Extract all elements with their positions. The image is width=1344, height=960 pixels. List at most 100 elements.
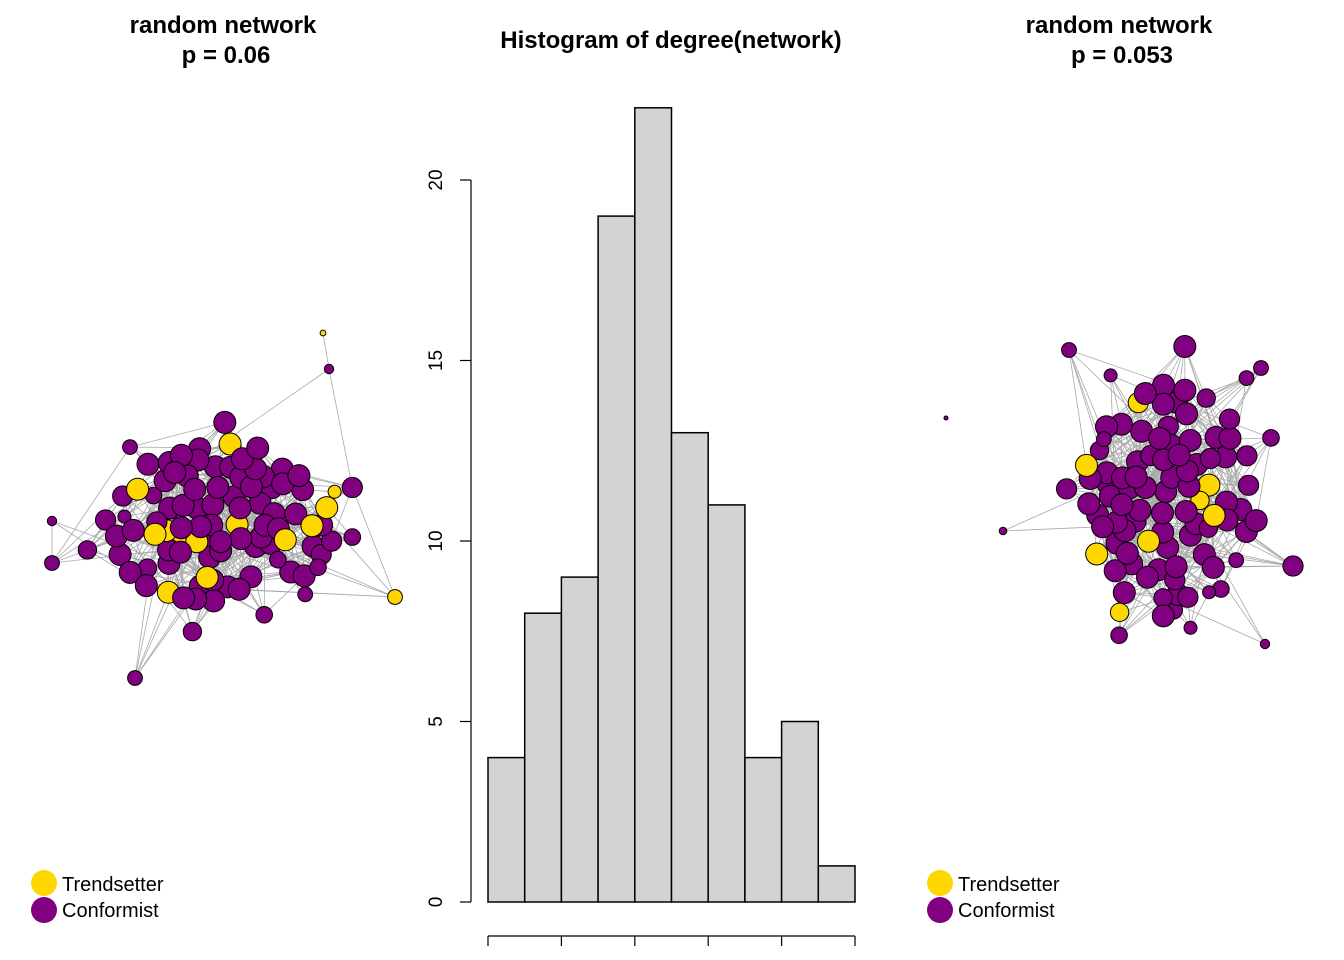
histogram-bar bbox=[560, 576, 599, 903]
conformist-node bbox=[1110, 626, 1128, 645]
right-network-panel: random network p = 0.053 Trendsetter Con… bbox=[927, 12, 1304, 923]
network-edge bbox=[1002, 526, 1103, 532]
conformist-node bbox=[172, 586, 196, 610]
conformist-node bbox=[228, 496, 252, 520]
histogram-y-tick-label: 15 bbox=[426, 350, 447, 371]
conformist-node bbox=[309, 558, 327, 577]
histogram-bar bbox=[744, 756, 783, 903]
histogram-title: Histogram of degree(network) bbox=[500, 27, 841, 54]
trendsetter-node bbox=[315, 496, 339, 520]
conformist-node bbox=[189, 515, 213, 539]
conformist-node bbox=[1175, 402, 1198, 426]
conformist-node bbox=[284, 502, 308, 526]
histogram-bar bbox=[597, 215, 636, 903]
conformist-node bbox=[1244, 509, 1268, 533]
conformist-node bbox=[1167, 443, 1191, 467]
conformist-node bbox=[95, 509, 117, 531]
network-edge bbox=[134, 592, 169, 679]
histogram-bar bbox=[670, 431, 709, 903]
conformist-node bbox=[1174, 500, 1198, 523]
network-edge bbox=[328, 368, 353, 488]
conformist-node bbox=[343, 528, 362, 546]
network-edge bbox=[51, 446, 131, 564]
conformist-node bbox=[1077, 492, 1101, 516]
conformist-node bbox=[1183, 620, 1198, 635]
legend-trendsetter-label: Trendsetter bbox=[62, 874, 164, 896]
conformist-node bbox=[1236, 445, 1258, 467]
network-edge bbox=[1204, 554, 1294, 567]
histogram-bar bbox=[817, 865, 856, 903]
conformist-node bbox=[998, 526, 1008, 536]
conformist-node bbox=[1173, 378, 1197, 402]
conformist-node bbox=[323, 363, 335, 375]
trendsetter-node bbox=[273, 528, 297, 552]
conformist-node bbox=[287, 464, 311, 488]
histogram-y-ticks: 0 5 10 15 20 bbox=[426, 169, 471, 907]
conformist-node bbox=[169, 516, 193, 540]
conformist-node bbox=[183, 477, 207, 501]
conformist-node bbox=[168, 540, 192, 564]
conformist-node bbox=[117, 509, 132, 524]
conformist-node bbox=[1096, 431, 1112, 448]
conformist-node bbox=[341, 476, 363, 499]
conformist-node bbox=[1262, 429, 1280, 447]
left-title-line2: p = 0.06 bbox=[182, 42, 271, 69]
conformist-node bbox=[1201, 555, 1225, 579]
trendsetter-node bbox=[1109, 602, 1130, 622]
trendsetter-node bbox=[126, 477, 150, 501]
conformist-node bbox=[1238, 370, 1255, 387]
conformist-node bbox=[1103, 559, 1127, 583]
conformist-node bbox=[1110, 493, 1134, 517]
conformist-node bbox=[1124, 465, 1148, 489]
network-edge bbox=[1255, 437, 1272, 521]
network-edge bbox=[1068, 349, 1087, 466]
left-network-nodes bbox=[44, 329, 403, 686]
right-title-line1: random network bbox=[1026, 12, 1213, 39]
conformist-node bbox=[1164, 555, 1188, 579]
trendsetter-node bbox=[1137, 529, 1160, 553]
network-edge bbox=[129, 422, 225, 448]
conformist-node bbox=[255, 606, 274, 624]
network-edge bbox=[270, 543, 396, 598]
conformist-node bbox=[1056, 478, 1078, 500]
network-edge bbox=[51, 495, 123, 564]
conformist-node bbox=[1228, 552, 1245, 569]
conformist-node bbox=[44, 555, 60, 571]
conformist-node bbox=[1151, 392, 1175, 416]
histogram-y-tick-label: 5 bbox=[426, 716, 447, 727]
legend-trendsetter-marker bbox=[927, 870, 953, 896]
conformist-node bbox=[1148, 426, 1172, 450]
conformist-node bbox=[122, 439, 138, 456]
conformist-node bbox=[227, 577, 251, 601]
conformist-node bbox=[136, 452, 160, 476]
conformist-node bbox=[1091, 515, 1115, 539]
histogram-bar bbox=[487, 756, 526, 903]
conformist-node bbox=[1202, 585, 1217, 600]
network-edge bbox=[351, 487, 396, 598]
right-network-nodes bbox=[943, 335, 1304, 650]
conformist-node bbox=[1151, 604, 1175, 628]
trendsetter-node bbox=[319, 329, 327, 337]
conformist-node bbox=[1115, 541, 1139, 565]
conformist-node bbox=[127, 670, 143, 686]
trendsetter-node bbox=[1202, 503, 1226, 527]
left-title-line1: random network bbox=[130, 12, 317, 39]
left-network-panel: random network p = 0.06 Trendsetter Conf… bbox=[31, 12, 403, 923]
right-legend: Trendsetter Conformist bbox=[927, 870, 1060, 923]
conformist-node bbox=[321, 530, 343, 552]
histogram-bar bbox=[707, 504, 746, 903]
conformist-node bbox=[1218, 426, 1242, 450]
conformist-node bbox=[246, 436, 270, 460]
conformist-node bbox=[1196, 388, 1216, 408]
conformist-node bbox=[206, 475, 230, 499]
network-edge bbox=[1086, 438, 1160, 466]
trendsetter-node bbox=[195, 565, 219, 589]
network-edge bbox=[134, 534, 156, 679]
conformist-node bbox=[1218, 408, 1241, 430]
legend-conformist-label: Conformist bbox=[958, 900, 1055, 922]
legend-trendsetter-label: Trendsetter bbox=[958, 874, 1060, 896]
conformist-node bbox=[229, 527, 253, 551]
histogram-bars bbox=[487, 107, 856, 903]
right-title-line2: p = 0.053 bbox=[1071, 42, 1173, 69]
conformist-node bbox=[182, 621, 203, 642]
